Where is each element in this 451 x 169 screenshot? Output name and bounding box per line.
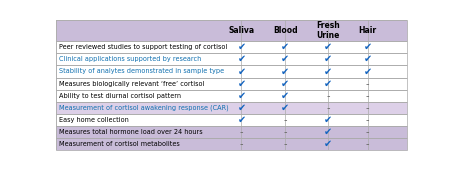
Text: -: -: [365, 127, 368, 137]
Text: -: -: [365, 91, 368, 101]
Text: -: -: [365, 79, 368, 89]
Text: ✔: ✔: [281, 79, 289, 89]
Text: Measures biologically relevant ‘free’ cortisol: Measures biologically relevant ‘free’ co…: [59, 81, 203, 87]
Text: ✔: ✔: [323, 79, 331, 89]
Text: -: -: [239, 127, 243, 137]
Text: Measurement of cortisol awakening response (CAR): Measurement of cortisol awakening respon…: [59, 105, 228, 111]
Text: Stability of analytes demonstrated in sample type: Stability of analytes demonstrated in sa…: [59, 68, 223, 75]
Text: ✔: ✔: [363, 54, 371, 64]
Text: -: -: [365, 115, 368, 125]
Text: ✔: ✔: [237, 91, 245, 101]
Bar: [56, 41, 406, 53]
Text: ✔: ✔: [323, 66, 331, 76]
Text: Blood: Blood: [272, 26, 297, 35]
Text: -: -: [326, 103, 329, 113]
Text: ✔: ✔: [237, 54, 245, 64]
Text: ✔: ✔: [281, 66, 289, 76]
Bar: [56, 138, 406, 150]
Text: ✔: ✔: [323, 139, 331, 149]
Text: ✔: ✔: [237, 42, 245, 52]
Text: ✔: ✔: [363, 66, 371, 76]
Text: -: -: [239, 139, 243, 149]
Text: -: -: [326, 91, 329, 101]
Text: ✔: ✔: [281, 91, 289, 101]
Bar: [56, 90, 406, 102]
Text: ✔: ✔: [323, 54, 331, 64]
Bar: [56, 114, 406, 126]
Bar: [56, 53, 406, 65]
Bar: [56, 126, 406, 138]
Text: ✔: ✔: [281, 54, 289, 64]
Text: ✔: ✔: [281, 103, 289, 113]
Bar: [56, 102, 406, 114]
Text: Hair: Hair: [358, 26, 376, 35]
Text: ✔: ✔: [237, 79, 245, 89]
Text: ✔: ✔: [237, 66, 245, 76]
Text: -: -: [283, 115, 286, 125]
Text: -: -: [365, 139, 368, 149]
Text: ✔: ✔: [363, 42, 371, 52]
Text: -: -: [365, 103, 368, 113]
Text: Peer reviewed studies to support testing of cortisol: Peer reviewed studies to support testing…: [59, 44, 226, 50]
Text: ✔: ✔: [323, 42, 331, 52]
Text: Measures total hormone load over 24 hours: Measures total hormone load over 24 hour…: [59, 129, 202, 135]
Bar: [56, 78, 406, 90]
Text: -: -: [283, 139, 286, 149]
Text: ✔: ✔: [323, 115, 331, 125]
Text: ✔: ✔: [237, 115, 245, 125]
Bar: [56, 20, 406, 41]
Text: Fresh
Urine: Fresh Urine: [315, 21, 339, 40]
Text: Clinical applications supported by research: Clinical applications supported by resea…: [59, 56, 200, 62]
Text: Easy home collection: Easy home collection: [59, 117, 128, 123]
Text: Ability to test diurnal cortisol pattern: Ability to test diurnal cortisol pattern: [59, 93, 180, 99]
Text: ✔: ✔: [323, 127, 331, 137]
Text: ✔: ✔: [237, 103, 245, 113]
Text: Measurement of cortisol metabolites: Measurement of cortisol metabolites: [59, 141, 179, 147]
Bar: [56, 65, 406, 78]
Text: -: -: [283, 127, 286, 137]
Text: ✔: ✔: [281, 42, 289, 52]
Text: Saliva: Saliva: [228, 26, 254, 35]
